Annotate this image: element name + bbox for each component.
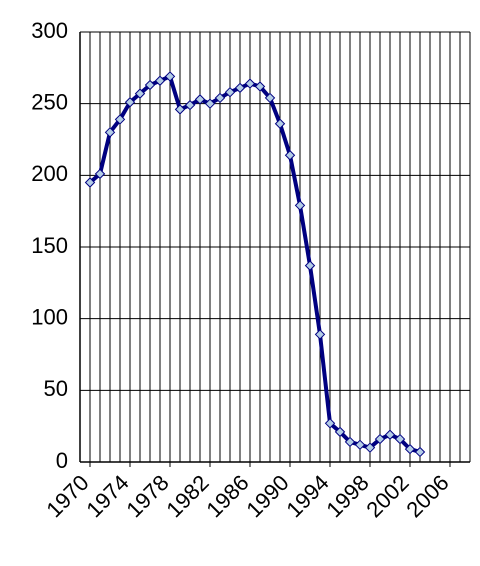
marker	[304, 260, 316, 271]
y-tick-label: 100	[31, 304, 68, 329]
marker	[134, 88, 146, 99]
marker	[224, 86, 236, 98]
x-tick-label: 1970	[41, 470, 93, 522]
x-tick-label: 2002	[361, 470, 413, 522]
marker	[334, 426, 346, 438]
marker	[94, 168, 106, 180]
x-tick-label: 1986	[201, 470, 253, 522]
y-tick-label: 0	[56, 448, 68, 473]
x-tick-label: 1998	[321, 470, 373, 522]
y-tick-label: 150	[31, 233, 68, 258]
marker	[164, 71, 176, 82]
marker	[314, 329, 326, 340]
line	[88, 74, 421, 454]
marker	[114, 114, 126, 125]
marker	[244, 78, 256, 89]
marker	[414, 446, 426, 458]
marker	[194, 94, 206, 105]
marker	[214, 92, 226, 104]
y-tick-label: 200	[31, 161, 68, 186]
marker	[364, 442, 376, 453]
marker	[264, 92, 276, 104]
x-tick-label: 1978	[121, 470, 173, 522]
y-tick-label: 250	[31, 89, 68, 114]
marker	[254, 81, 266, 92]
marker	[204, 98, 216, 109]
marker	[274, 118, 286, 129]
x-tick-label: 1982	[161, 470, 213, 522]
marker	[284, 150, 296, 161]
marker	[154, 75, 166, 86]
x-tick-label: 1974	[81, 470, 133, 522]
marker	[394, 433, 406, 445]
x-tick-label: 1994	[281, 470, 333, 522]
marker	[234, 82, 246, 94]
marker	[354, 439, 366, 451]
marker	[184, 99, 196, 111]
marker	[144, 79, 156, 91]
x-tick-label: 2006	[401, 470, 453, 522]
marker	[124, 97, 136, 108]
marker	[294, 200, 306, 211]
marker	[404, 443, 416, 455]
marker	[324, 418, 336, 429]
marker	[384, 429, 396, 440]
y-tick-label: 300	[31, 18, 68, 43]
marker	[104, 127, 116, 138]
marker	[84, 177, 96, 188]
marker	[174, 104, 186, 115]
y-tick-label: 50	[44, 376, 68, 401]
x-tick-label: 1990	[241, 470, 293, 522]
marker	[344, 436, 356, 448]
marker	[374, 433, 386, 445]
